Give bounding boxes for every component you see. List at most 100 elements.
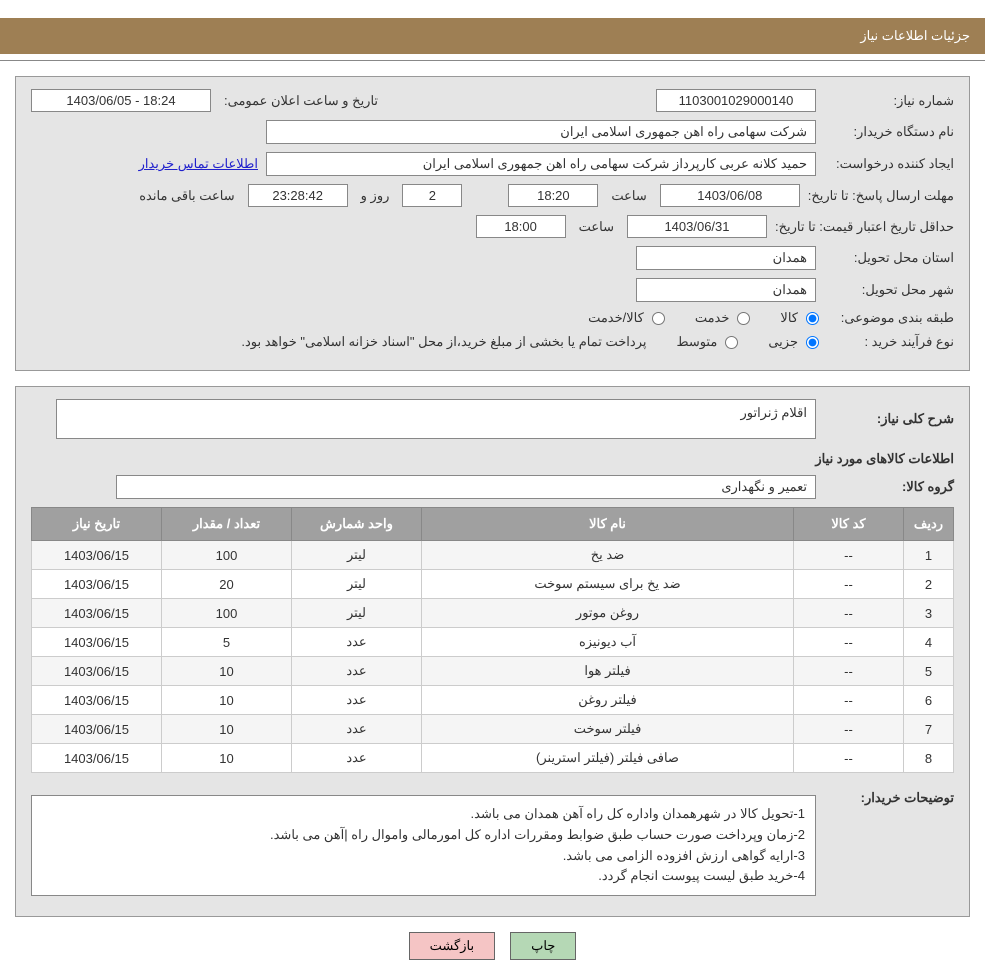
table-row: 5--فیلتر هواعدد101403/06/15	[32, 657, 954, 686]
table-cell: لیتر	[292, 570, 422, 599]
row-buyer-org: نام دستگاه خریدار: شرکت سهامی راه اهن جم…	[31, 120, 954, 144]
table-cell: 6	[904, 686, 954, 715]
value-province: همدان	[636, 246, 816, 270]
label-radio-services: خدمت	[695, 310, 730, 326]
table-cell: --	[794, 541, 904, 570]
row-overview: شرح کلی نیاز: اقلام ژنراتور	[31, 399, 954, 439]
value-deadline-hour: 18:20	[508, 184, 598, 207]
value-deadline-date: 1403/06/08	[660, 184, 800, 207]
value-overview: اقلام ژنراتور	[56, 399, 816, 439]
items-heading: اطلاعات کالاهای مورد نیاز	[31, 451, 954, 467]
row-notes: توضیحات خریدار: 1-تحویل کالا در شهرهمدان…	[31, 785, 954, 896]
table-cell: 3	[904, 599, 954, 628]
label-category: طبقه بندی موضوعی:	[824, 310, 954, 326]
row-process: نوع فرآیند خرید : جزیی متوسط پرداخت تمام…	[31, 334, 954, 350]
table-cell: 7	[904, 715, 954, 744]
table-row: 3--روغن موتورلیتر1001403/06/15	[32, 599, 954, 628]
radio-small[interactable]	[806, 336, 819, 349]
table-cell: 1403/06/15	[32, 570, 162, 599]
th-code: کد کالا	[794, 508, 904, 541]
label-hour-1: ساعت	[611, 188, 646, 204]
table-cell: 1403/06/15	[32, 541, 162, 570]
button-row: چاپ بازگشت	[0, 932, 985, 960]
note-line-2: 2-زمان وپرداخت صورت حساب طبق ضوابط ومقرر…	[42, 825, 805, 846]
table-cell: 20	[162, 570, 292, 599]
value-validity-date: 1403/06/31	[627, 215, 767, 238]
table-cell: 10	[162, 657, 292, 686]
value-validity-hour: 18:00	[476, 215, 566, 238]
radio-goods-services[interactable]	[652, 312, 665, 325]
label-radio-small: جزیی	[768, 334, 798, 350]
value-buyer-org: شرکت سهامی راه اهن جمهوری اسلامی ایران	[266, 120, 816, 144]
table-cell: 4	[904, 628, 954, 657]
value-request-number: 1103001029000140	[656, 89, 816, 112]
radio-goods[interactable]	[806, 312, 819, 325]
table-cell: --	[794, 570, 904, 599]
row-province: استان محل تحویل: همدان	[31, 246, 954, 270]
table-cell: 1403/06/15	[32, 715, 162, 744]
row-category: طبقه بندی موضوعی: کالا خدمت کالا/خدمت	[31, 310, 954, 326]
table-cell: 1403/06/15	[32, 744, 162, 773]
header-divider	[0, 60, 985, 61]
table-row: 2--ضد یخ برای سیستم سوختلیتر201403/06/15	[32, 570, 954, 599]
th-qty: تعداد / مقدار	[162, 508, 292, 541]
table-cell: عدد	[292, 715, 422, 744]
label-province: استان محل تحویل:	[824, 250, 954, 266]
label-process: نوع فرآیند خرید :	[824, 334, 954, 350]
th-date: تاریخ نیاز	[32, 508, 162, 541]
label-radio-goods-services: کالا/خدمت	[588, 310, 644, 326]
table-cell: --	[794, 599, 904, 628]
value-requester: حمید کلانه عربی کارپرداز شرکت سهامی راه …	[266, 152, 816, 176]
label-validity: حداقل تاریخ اعتبار قیمت: تا تاریخ:	[775, 219, 954, 235]
label-city: شهر محل تحویل:	[824, 282, 954, 298]
table-cell: 5	[904, 657, 954, 686]
print-button[interactable]: چاپ	[510, 932, 576, 960]
row-deadline: مهلت ارسال پاسخ: تا تاریخ: 1403/06/08 سا…	[31, 184, 954, 207]
info-panel: شماره نیاز: 1103001029000140 تاریخ و ساع…	[15, 76, 970, 371]
back-button[interactable]: بازگشت	[409, 932, 495, 960]
label-day-and: روز و	[361, 188, 390, 204]
table-cell: عدد	[292, 628, 422, 657]
radio-medium[interactable]	[725, 336, 738, 349]
table-cell: صافی فیلتر (فیلتر استرینر)	[422, 744, 794, 773]
table-cell: 5	[162, 628, 292, 657]
label-group: گروه کالا:	[824, 479, 954, 495]
value-announce-datetime: 1403/06/05 - 18:24	[31, 89, 211, 112]
need-section: شرح کلی نیاز: اقلام ژنراتور اطلاعات کالا…	[15, 386, 970, 917]
label-hour-2: ساعت	[579, 219, 614, 235]
label-request-number: شماره نیاز:	[824, 93, 954, 109]
note-line-3: 3-ارایه گواهی ارزش افزوده الزامی می باشد…	[42, 846, 805, 867]
label-remaining: ساعت باقی مانده	[139, 188, 234, 204]
radio-services[interactable]	[737, 312, 750, 325]
table-cell: عدد	[292, 657, 422, 686]
label-announce-datetime: تاریخ و ساعت اعلان عمومی:	[224, 93, 378, 109]
value-group: تعمیر و نگهداری	[116, 475, 816, 499]
table-cell: --	[794, 657, 904, 686]
value-city: همدان	[636, 278, 816, 302]
page-title: جزئیات اطلاعات نیاز	[860, 28, 970, 43]
table-row: 8--صافی فیلتر (فیلتر استرینر)عدد101403/0…	[32, 744, 954, 773]
th-name: نام کالا	[422, 508, 794, 541]
value-days-remaining: 2	[402, 184, 462, 207]
label-requester: ایجاد کننده درخواست:	[824, 156, 954, 172]
table-cell: لیتر	[292, 541, 422, 570]
table-cell: 10	[162, 744, 292, 773]
link-contact-info[interactable]: اطلاعات تماس خریدار	[139, 156, 258, 172]
notes-content: 1-تحویل کالا در شهرهمدان واداره کل راه آ…	[31, 795, 816, 896]
items-table: ردیف کد کالا نام کالا واحد شمارش تعداد /…	[31, 507, 954, 773]
label-radio-medium: متوسط	[676, 334, 717, 350]
table-cell: عدد	[292, 686, 422, 715]
label-buyer-org: نام دستگاه خریدار:	[824, 124, 954, 140]
label-notes: توضیحات خریدار:	[824, 785, 954, 806]
table-cell: 10	[162, 715, 292, 744]
table-cell: --	[794, 744, 904, 773]
note-line-1: 1-تحویل کالا در شهرهمدان واداره کل راه آ…	[42, 804, 805, 825]
table-row: 4--آب دیونیزهعدد51403/06/15	[32, 628, 954, 657]
row-request-number: شماره نیاز: 1103001029000140 تاریخ و ساع…	[31, 89, 954, 112]
table-cell: --	[794, 686, 904, 715]
label-radio-goods: کالا	[780, 310, 798, 326]
table-cell: فیلتر روغن	[422, 686, 794, 715]
row-validity: حداقل تاریخ اعتبار قیمت: تا تاریخ: 1403/…	[31, 215, 954, 238]
table-cell: فیلتر سوخت	[422, 715, 794, 744]
table-cell: 100	[162, 541, 292, 570]
